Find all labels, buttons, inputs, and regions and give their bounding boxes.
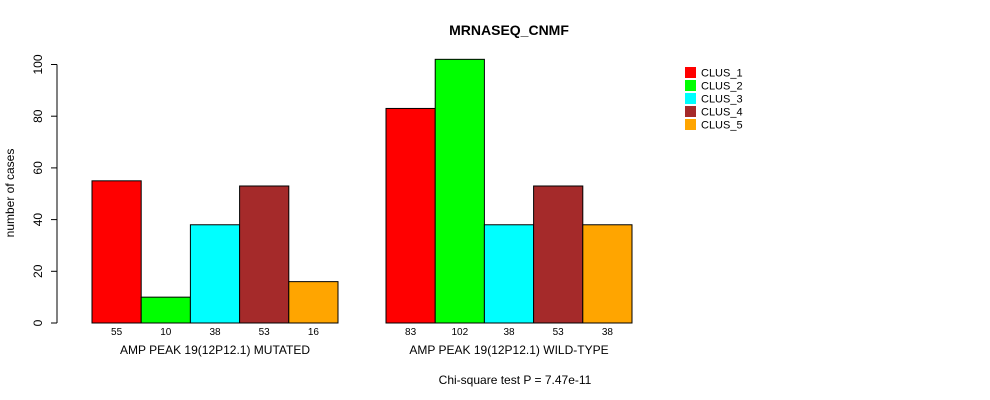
bar-clus-1 <box>91 180 142 324</box>
y-axis-label: number of cases <box>3 149 17 238</box>
bar-count-label: 38 <box>602 327 614 338</box>
legend-label: CLUS_3 <box>701 94 743 106</box>
bar-count-label: 10 <box>160 327 172 338</box>
group-label: AMP PEAK 19(12P12.1) WILD-TYPE <box>409 343 608 357</box>
bar-count-label: 55 <box>111 327 123 338</box>
bar-clus-5 <box>288 281 339 324</box>
legend-swatch <box>685 106 696 117</box>
bar-clus-3 <box>189 224 241 324</box>
chi-square-footnote: Chi-square test P = 7.47e-11 <box>439 373 592 387</box>
chart-title: MRNASEQ_CNMF <box>449 22 569 38</box>
y-axis: 0 20 40 60 80 100 <box>31 54 58 326</box>
bar-count-labels: 55 10 38 53 16 83 102 38 53 38 <box>111 327 613 338</box>
legend-label: CLUS_5 <box>701 120 743 132</box>
bar-clus-5 <box>582 224 633 324</box>
y-tick-label: 80 <box>31 109 45 123</box>
bars <box>91 58 633 324</box>
y-tick-label: 0 <box>31 319 45 326</box>
bar-clus-2 <box>140 296 191 324</box>
legend-swatch <box>685 80 696 91</box>
legend-label: CLUS_4 <box>701 107 743 119</box>
y-tick-label: 100 <box>31 54 45 74</box>
bar-clus-4 <box>239 185 290 324</box>
y-tick-label: 40 <box>31 213 45 227</box>
bar-clus-2 <box>434 58 485 324</box>
bar-clus-3 <box>483 224 535 324</box>
group-labels: AMP PEAK 19(12P12.1) MUTATED AMP PEAK 19(… <box>120 343 609 357</box>
bar-count-label: 38 <box>209 327 221 338</box>
legend-swatch <box>685 119 696 130</box>
legend-swatch <box>685 67 696 78</box>
legend-label: CLUS_2 <box>701 81 743 93</box>
bar-count-label: 38 <box>503 327 515 338</box>
bar-count-label: 83 <box>405 327 417 338</box>
y-tick-label: 20 <box>31 264 45 278</box>
group-label: AMP PEAK 19(12P12.1) MUTATED <box>120 343 310 357</box>
bar-clus-1 <box>385 107 436 324</box>
bar-count-label: 53 <box>553 327 565 338</box>
bar-count-label: 53 <box>259 327 271 338</box>
bar-count-label: 102 <box>451 327 468 338</box>
legend-label: CLUS_1 <box>701 68 743 80</box>
legend-swatch <box>685 93 696 104</box>
bar-clus-4 <box>533 185 584 324</box>
y-tick-label: 60 <box>31 161 45 175</box>
bar-count-label: 16 <box>308 327 320 338</box>
